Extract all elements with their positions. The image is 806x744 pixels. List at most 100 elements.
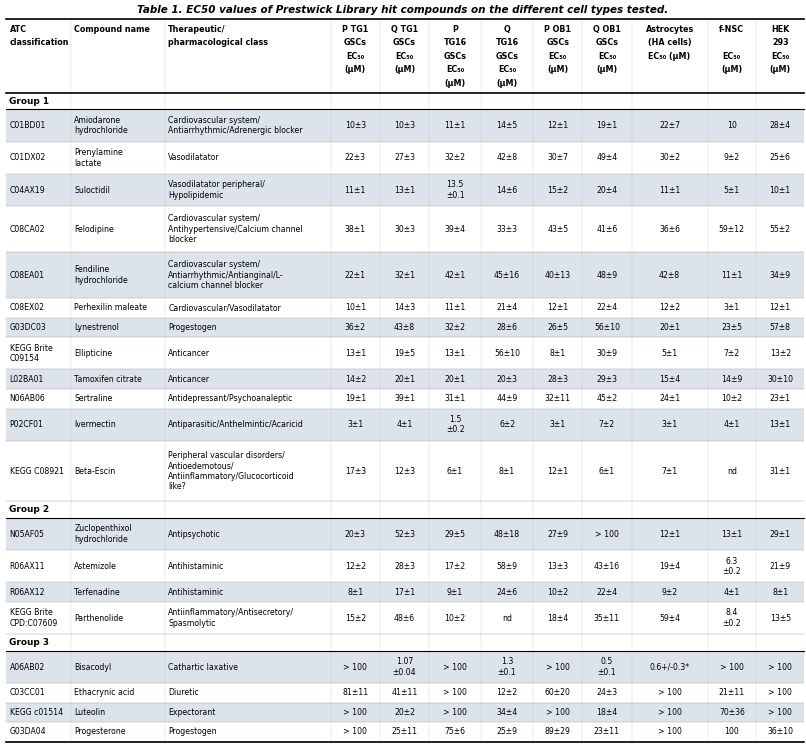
- Text: 13.5
±0.1: 13.5 ±0.1: [446, 180, 464, 200]
- Text: Therapeutic/: Therapeutic/: [168, 25, 226, 34]
- Text: 38±1: 38±1: [345, 225, 366, 234]
- Text: EC₅₀: EC₅₀: [549, 52, 567, 61]
- Text: 14±3: 14±3: [394, 304, 415, 312]
- Text: 10±2: 10±2: [721, 394, 742, 403]
- Text: 35±11: 35±11: [594, 614, 620, 623]
- Text: 10±1: 10±1: [770, 185, 791, 195]
- Bar: [6, 501, 804, 518]
- Text: 11±1: 11±1: [659, 185, 680, 195]
- Text: 13±5: 13±5: [770, 614, 791, 623]
- Text: Anticancer: Anticancer: [168, 349, 210, 358]
- Text: 22±7: 22±7: [659, 121, 680, 130]
- Text: 12±3: 12±3: [394, 466, 415, 475]
- Text: 22±4: 22±4: [596, 588, 617, 597]
- Text: 41±6: 41±6: [596, 225, 617, 234]
- Text: 15±2: 15±2: [345, 614, 366, 623]
- Text: G03DC03: G03DC03: [10, 323, 47, 332]
- Text: KEGG Brite
C09154: KEGG Brite C09154: [10, 344, 52, 363]
- Text: EC₅₀: EC₅₀: [598, 52, 616, 61]
- Text: 4±1: 4±1: [397, 420, 413, 429]
- Text: 28±3: 28±3: [394, 562, 415, 571]
- Text: Ethacrynic acid: Ethacrynic acid: [74, 688, 135, 697]
- Text: Ellipticine: Ellipticine: [74, 349, 112, 358]
- Text: Ivermectin: Ivermectin: [74, 420, 116, 429]
- Text: 20±1: 20±1: [394, 375, 415, 384]
- Text: > 100: > 100: [658, 708, 682, 717]
- Text: 32±11: 32±11: [545, 394, 571, 403]
- Text: Table 1. EC50 values of Prestwick Library hit compounds on the different cell ty: Table 1. EC50 values of Prestwick Librar…: [137, 5, 669, 15]
- Text: 0.5
±0.1: 0.5 ±0.1: [597, 657, 617, 677]
- Text: 10±2: 10±2: [445, 614, 466, 623]
- Text: 32±2: 32±2: [445, 153, 466, 162]
- Text: (μM): (μM): [345, 65, 366, 74]
- Text: 60±20: 60±20: [545, 688, 571, 697]
- Bar: [6, 252, 804, 298]
- Text: 39±1: 39±1: [394, 394, 415, 403]
- Text: Q OB1: Q OB1: [593, 25, 621, 34]
- Text: Progesterone: Progesterone: [74, 728, 126, 737]
- Text: 58±9: 58±9: [496, 562, 517, 571]
- Text: 8±1: 8±1: [772, 588, 788, 597]
- Text: 10±1: 10±1: [345, 304, 366, 312]
- Text: 27±9: 27±9: [547, 530, 568, 539]
- Text: Compound name: Compound name: [74, 25, 150, 34]
- Text: 293: 293: [772, 39, 788, 48]
- Text: 3±1: 3±1: [550, 420, 566, 429]
- Text: 15±4: 15±4: [659, 375, 680, 384]
- Text: 6±2: 6±2: [499, 420, 515, 429]
- Text: Cardiovascular/Vasodilatator: Cardiovascular/Vasodilatator: [168, 304, 281, 312]
- Text: 59±12: 59±12: [719, 225, 745, 234]
- Text: 5±1: 5±1: [724, 185, 740, 195]
- Text: > 100: > 100: [720, 662, 744, 672]
- Text: 6.3
±0.2: 6.3 ±0.2: [722, 557, 742, 576]
- Text: Antiparasitic/Anthelmintic/Acaricid: Antiparasitic/Anthelmintic/Acaricid: [168, 420, 304, 429]
- Text: EC₅₀ (μM): EC₅₀ (μM): [649, 52, 691, 61]
- Text: 12±1: 12±1: [659, 530, 680, 539]
- Text: Perhexilin maleate: Perhexilin maleate: [74, 304, 147, 312]
- Text: L02BA01: L02BA01: [10, 375, 44, 384]
- Text: 9±1: 9±1: [447, 588, 463, 597]
- Bar: [6, 142, 804, 174]
- Text: > 100: > 100: [343, 728, 368, 737]
- Text: 8±1: 8±1: [499, 466, 515, 475]
- Text: 13±1: 13±1: [770, 420, 791, 429]
- Bar: [6, 702, 804, 722]
- Text: Cardiovascular system/
Antihypertensive/Calcium channel
blocker: Cardiovascular system/ Antihypertensive/…: [168, 214, 303, 244]
- Bar: [6, 635, 804, 651]
- Text: R06AX12: R06AX12: [10, 588, 45, 597]
- Text: (μM): (μM): [596, 65, 617, 74]
- Text: 45±2: 45±2: [596, 394, 617, 403]
- Text: 13±1: 13±1: [444, 349, 466, 358]
- Text: 12±2: 12±2: [496, 688, 517, 697]
- Text: 9±2: 9±2: [662, 588, 678, 597]
- Text: 3±1: 3±1: [662, 420, 678, 429]
- Text: C04AX19: C04AX19: [10, 185, 45, 195]
- Text: 24±3: 24±3: [596, 688, 617, 697]
- Text: Q TG1: Q TG1: [391, 25, 418, 34]
- Text: 8±1: 8±1: [550, 349, 566, 358]
- Text: 56±10: 56±10: [594, 323, 620, 332]
- Text: Diuretic: Diuretic: [168, 688, 199, 697]
- Text: GSCs: GSCs: [596, 39, 618, 48]
- Text: EC₅₀: EC₅₀: [396, 52, 413, 61]
- Text: Luteolin: Luteolin: [74, 708, 106, 717]
- Text: A06AB02: A06AB02: [10, 662, 45, 672]
- Text: 11±1: 11±1: [721, 271, 742, 280]
- Text: 19±1: 19±1: [596, 121, 617, 130]
- Text: Antipsychotic: Antipsychotic: [168, 530, 221, 539]
- Text: KEGG c01514: KEGG c01514: [10, 708, 63, 717]
- Text: > 100: > 100: [343, 708, 368, 717]
- Bar: [6, 651, 804, 683]
- Text: Fendiline
hydrochloride: Fendiline hydrochloride: [74, 266, 128, 285]
- Text: 6±1: 6±1: [447, 466, 463, 475]
- Text: EC₅₀: EC₅₀: [346, 52, 364, 61]
- Text: 43±16: 43±16: [594, 562, 620, 571]
- Text: Cardiovascular system/
Antiarrhythmic/Antianginal/L-
calcium channel blocker: Cardiovascular system/ Antiarrhythmic/An…: [168, 260, 284, 290]
- Text: N05AF05: N05AF05: [10, 530, 44, 539]
- Text: 42±1: 42±1: [444, 271, 466, 280]
- Bar: [6, 518, 804, 551]
- Text: 18±4: 18±4: [596, 708, 617, 717]
- Text: 20±2: 20±2: [394, 708, 415, 717]
- Text: 40±13: 40±13: [545, 271, 571, 280]
- Bar: [6, 408, 804, 440]
